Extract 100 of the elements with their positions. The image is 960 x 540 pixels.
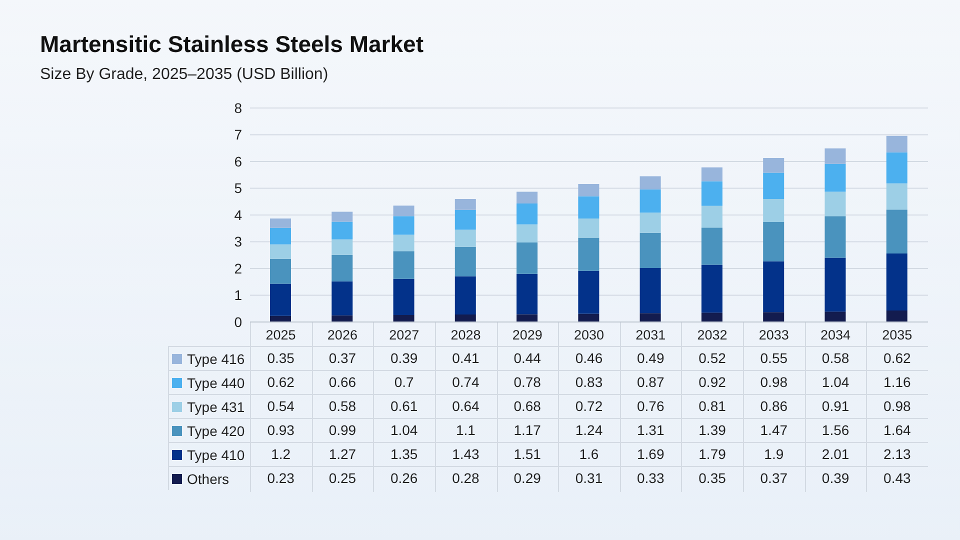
data-label: 0.58: [822, 350, 850, 366]
x-tick-label: 2026: [327, 328, 358, 343]
data-label: 0.62: [267, 374, 294, 390]
bar: [332, 254, 353, 282]
bar: [824, 192, 846, 216]
data-label: 0.39: [390, 350, 418, 366]
data-label: 2.01: [822, 446, 850, 462]
bar: [701, 228, 722, 265]
data-label: 2.13: [884, 446, 911, 462]
data-label: 1.51: [514, 446, 541, 462]
bar: [886, 152, 908, 184]
bar: [763, 198, 784, 222]
data-label: 0.35: [698, 470, 726, 486]
bar: [516, 242, 538, 274]
bar: [454, 210, 476, 230]
data-label: 0.87: [637, 374, 664, 390]
data-label: 1.43: [452, 446, 480, 462]
bar: [640, 176, 661, 190]
data-label: 0.37: [760, 470, 788, 486]
bar: [516, 224, 538, 243]
data-label: 1.64: [884, 422, 911, 438]
x-tick-label: 2035: [882, 328, 912, 343]
data-label: 1.79: [698, 446, 726, 462]
data-label: 0.33: [637, 470, 664, 486]
bar: [270, 218, 291, 228]
data-label: 1.69: [637, 446, 664, 462]
bar: [578, 184, 600, 196]
data-label: 0.31: [575, 470, 603, 486]
bar: [886, 310, 908, 322]
bar: [640, 212, 661, 233]
x-tick-label: 2030: [574, 328, 604, 343]
bar: [393, 206, 414, 216]
data-label: 0.28: [452, 470, 480, 486]
bar: [824, 312, 846, 322]
y-tick-label: 0: [234, 314, 242, 330]
data-label: 1.47: [760, 422, 788, 438]
x-tick-label: 2031: [636, 328, 666, 343]
bar: [393, 234, 414, 252]
bar: [763, 158, 784, 173]
bar: [763, 172, 784, 199]
legend-label: Type 440: [187, 375, 245, 391]
bar: [763, 261, 784, 312]
data-label: 0.76: [637, 398, 664, 414]
bar: [640, 313, 661, 322]
x-tick-label: 2025: [266, 328, 296, 343]
bar: [824, 216, 846, 258]
bar: [270, 284, 291, 316]
bar: [516, 274, 538, 314]
data-label: 0.98: [884, 398, 911, 414]
data-label: 0.23: [267, 470, 294, 486]
data-label: 0.44: [514, 350, 541, 366]
x-tick-label: 2029: [512, 328, 542, 343]
data-label: 0.26: [390, 470, 418, 486]
data-label: 0.43: [884, 470, 911, 486]
bar: [270, 258, 291, 284]
data-label: 1.17: [514, 422, 541, 438]
legend-label: Type 410: [187, 447, 245, 463]
data-label: 1.16: [884, 374, 911, 390]
bar: [578, 270, 600, 314]
data-label: 0.83: [575, 374, 603, 390]
data-label: 1.35: [390, 446, 418, 462]
bar: [454, 276, 476, 315]
data-label: 0.52: [698, 350, 726, 366]
bar: [270, 244, 291, 259]
bar: [393, 315, 414, 322]
bar: [640, 232, 661, 268]
data-label: 0.92: [698, 374, 726, 390]
data-label: 0.46: [575, 350, 603, 366]
data-label: 0.37: [328, 350, 356, 366]
bar: [516, 192, 538, 204]
bar: [332, 281, 353, 316]
data-label: 1.9: [764, 446, 784, 462]
data-label: 1.04: [822, 374, 850, 390]
bar: [886, 210, 908, 254]
x-tick-label: 2033: [758, 328, 789, 343]
bar: [640, 189, 661, 213]
x-tick-label: 2034: [820, 328, 852, 343]
bar: [886, 254, 908, 310]
bar: [393, 251, 414, 279]
bar: [332, 222, 353, 240]
data-label: 0.25: [328, 470, 356, 486]
y-tick-label: 6: [234, 153, 242, 170]
data-label: 1.27: [328, 446, 356, 462]
y-tick-label: 4: [234, 206, 242, 223]
data-label: 1.56: [822, 422, 850, 438]
y-tick-label: 7: [234, 126, 242, 143]
bar: [824, 148, 846, 164]
y-tick-label: 5: [234, 180, 242, 196]
bar: [640, 268, 661, 314]
bar: [270, 228, 291, 244]
legend-label: Type 431: [187, 399, 245, 415]
bar: [701, 167, 722, 182]
bar: [763, 312, 784, 322]
legend-label: Type 420: [187, 423, 245, 439]
data-label: 0.99: [328, 422, 356, 438]
bar: [763, 222, 784, 262]
data-label: 0.66: [328, 374, 356, 390]
bar: [701, 312, 722, 322]
legend-label: Others: [187, 471, 230, 487]
data-label: 0.81: [698, 398, 726, 414]
